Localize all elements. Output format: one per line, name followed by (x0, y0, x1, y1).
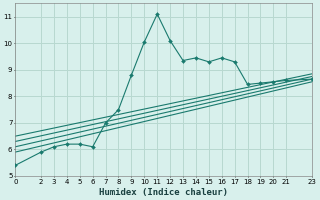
X-axis label: Humidex (Indice chaleur): Humidex (Indice chaleur) (99, 188, 228, 197)
